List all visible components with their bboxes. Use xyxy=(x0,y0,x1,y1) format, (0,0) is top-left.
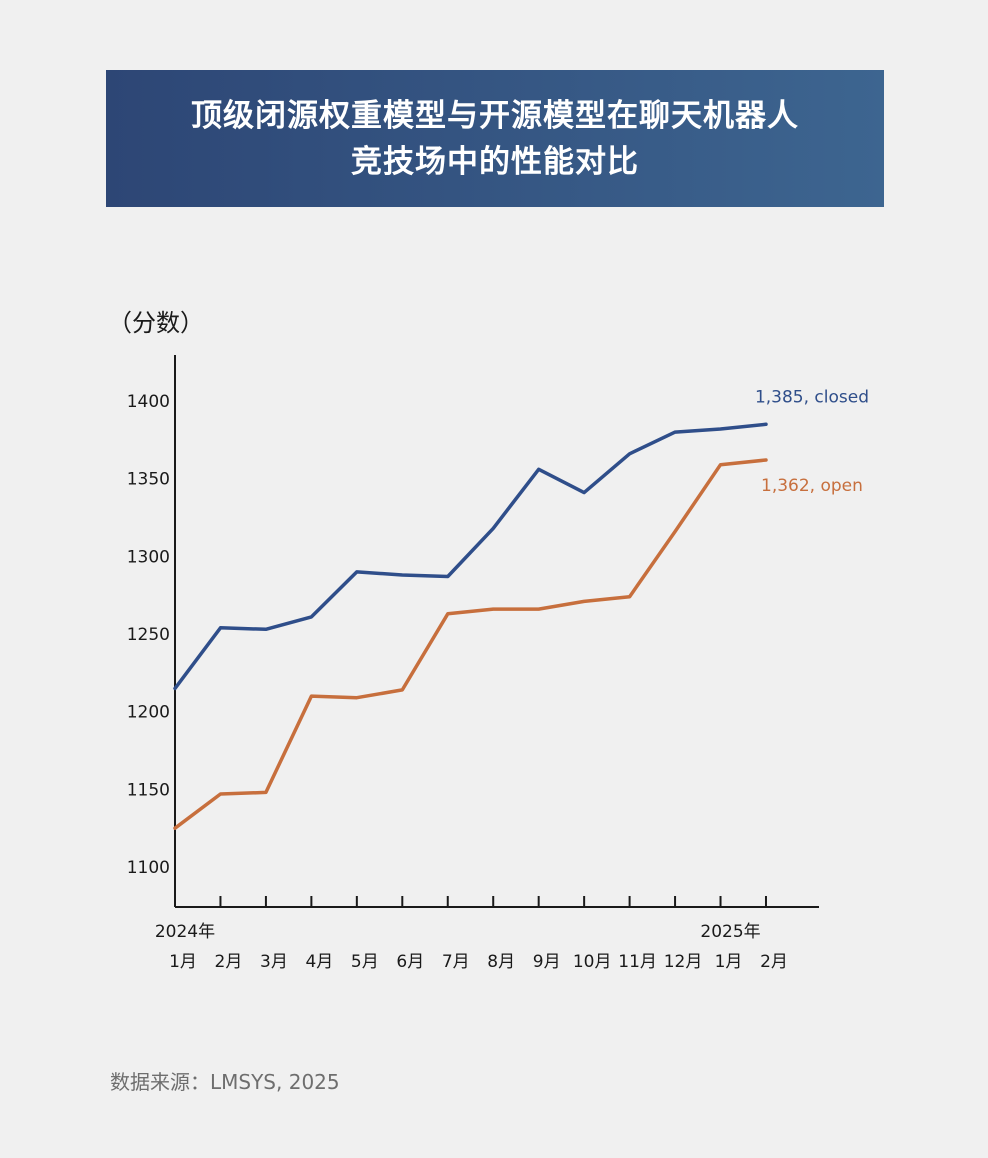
x-tick-label: 12月 xyxy=(664,952,703,972)
series-end-label-open: 1,362, open xyxy=(761,476,863,496)
y-tick-label: 1250 xyxy=(127,625,170,645)
x-tick-label: 5月 xyxy=(351,952,379,972)
x-tick-label: 3月 xyxy=(260,952,288,972)
chart-title: 顶级闭源权重模型与开源模型在聊天机器人 竞技场中的性能对比 xyxy=(106,70,884,207)
y-tick-label: 1100 xyxy=(127,858,170,878)
x-tick-label: 6月 xyxy=(396,952,424,972)
x-tick-label: 2月 xyxy=(215,952,243,972)
x-tick-label: 10月 xyxy=(573,952,612,972)
x-year-label: 2025年 xyxy=(700,922,760,942)
y-tick-label: 1200 xyxy=(127,703,170,723)
x-tick-label: 7月 xyxy=(442,952,470,972)
x-year-label: 2024年 xyxy=(155,922,215,942)
y-tick-label: 1150 xyxy=(127,780,170,800)
x-tick-label: 1月 xyxy=(169,952,197,972)
data-source: 数据来源：LMSYS, 2025 xyxy=(110,1070,340,1094)
series-end-label-closed: 1,385, closed xyxy=(755,387,869,407)
chart-title-line-1: 顶级闭源权重模型与开源模型在聊天机器人 xyxy=(191,97,799,134)
chart-title-line-2: 竞技场中的性能对比 xyxy=(351,143,639,180)
series-line-closed xyxy=(173,422,768,691)
series-line-open xyxy=(173,458,768,830)
x-tick-label: 8月 xyxy=(487,952,515,972)
x-tick-label: 1月 xyxy=(715,952,743,972)
x-tick-label: 9月 xyxy=(533,952,561,972)
y-tick-label: 1350 xyxy=(127,470,170,490)
y-axis-label: （分数） xyxy=(108,309,204,337)
x-tick-label: 4月 xyxy=(305,952,333,972)
x-tick-label: 11月 xyxy=(618,952,657,972)
x-tick-label: 2月 xyxy=(760,952,788,972)
y-tick-label: 1300 xyxy=(127,547,170,567)
y-tick-label: 1400 xyxy=(127,392,170,412)
